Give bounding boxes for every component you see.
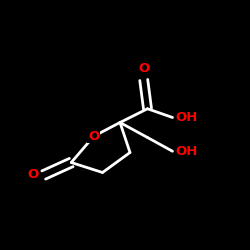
Text: OH: OH — [175, 111, 198, 124]
Text: O: O — [138, 62, 149, 75]
Text: O: O — [88, 130, 100, 143]
Text: O: O — [28, 168, 39, 181]
Text: OH: OH — [175, 145, 198, 158]
